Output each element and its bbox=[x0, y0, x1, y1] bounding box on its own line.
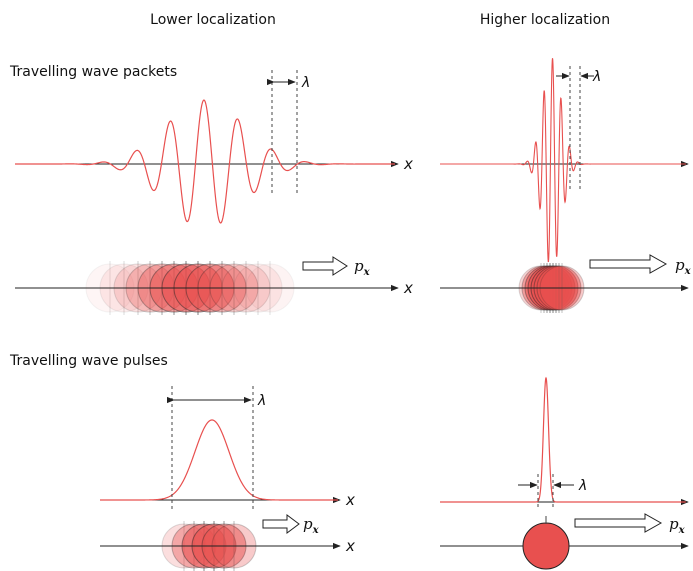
panel-particles-packet-lower: x px bbox=[15, 256, 413, 315]
momentum-arrow-icon bbox=[589, 254, 668, 274]
header-lower-localization: Lower localization bbox=[150, 12, 276, 28]
panel-particles-pulse-lower: x px bbox=[100, 514, 355, 571]
title-travelling-wave-packets: Travelling wave packets bbox=[9, 64, 177, 80]
panel-pulse-higher: λ bbox=[440, 376, 689, 510]
wave-packet-higher-curve bbox=[440, 58, 686, 263]
momentum-arrow-icon bbox=[302, 256, 348, 276]
momentum-arrow-icon bbox=[262, 514, 300, 534]
lambda-label: λ bbox=[592, 69, 601, 85]
momentum-arrow-icon bbox=[574, 513, 663, 533]
panel-pulse-lower: λ x bbox=[100, 386, 355, 510]
momentum-label: px bbox=[669, 515, 686, 536]
panel-particles-packet-higher: px bbox=[440, 254, 692, 313]
header-higher-localization: Higher localization bbox=[480, 12, 610, 28]
axis-x-label: x bbox=[403, 155, 413, 173]
momentum-label: px bbox=[303, 515, 320, 536]
lambda-label: λ bbox=[257, 393, 266, 409]
panel-particles-pulse-higher: px bbox=[440, 513, 689, 570]
particle-localized-circle bbox=[522, 522, 570, 570]
pulse-higher-curve bbox=[440, 376, 686, 503]
panel-packet-lower: λ x bbox=[15, 70, 413, 224]
panel-packet-higher: λ bbox=[440, 58, 689, 263]
axis-x-label: x bbox=[345, 491, 355, 509]
pulse-lower-curve bbox=[100, 419, 338, 501]
axis-x-label: x bbox=[345, 537, 355, 555]
momentum-label: px bbox=[354, 257, 371, 278]
axis-x-label: x bbox=[403, 279, 413, 297]
title-travelling-wave-pulses: Travelling wave pulses bbox=[9, 353, 168, 369]
momentum-label: px bbox=[675, 256, 692, 277]
lambda-label: λ bbox=[301, 75, 310, 91]
wave-packet-lower-curve bbox=[15, 99, 395, 224]
lambda-label: λ bbox=[578, 478, 587, 494]
